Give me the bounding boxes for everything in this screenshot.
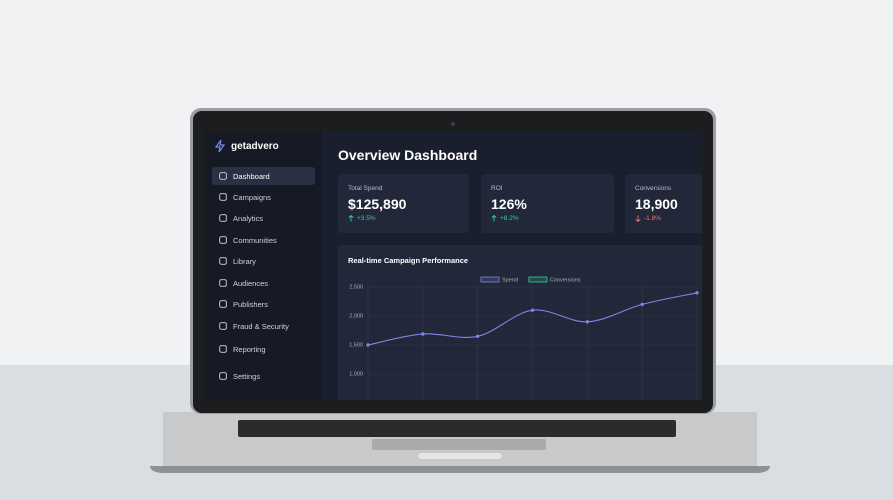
chart: Real-time Campaign Performance 1,000 1,50…: [348, 256, 699, 400]
y-tick-label: 1,000: [349, 371, 363, 377]
nav-item[interactable]: Settings: [212, 367, 315, 385]
data-point: [530, 308, 535, 312]
data-point: [421, 332, 425, 336]
card-change: +8.2%: [491, 215, 519, 222]
nav-item[interactable]: Reporting: [212, 340, 315, 358]
nav-label: Fraud & Security: [233, 321, 289, 331]
nav-label: Audiences: [233, 278, 269, 288]
y-tick-label: 1,500: [349, 342, 363, 348]
nav-label: Analytics: [233, 213, 264, 223]
card-change: +3.5%: [348, 215, 376, 222]
change-text: +8.2%: [500, 215, 519, 222]
nav-item[interactable]: Campaigns: [212, 188, 315, 206]
nav-icon: [219, 279, 227, 287]
nav-label: Library: [233, 256, 256, 266]
legend-swatch: [528, 276, 548, 283]
nav-icon: [219, 345, 227, 353]
brand: getadvero: [231, 141, 279, 152]
nav-item[interactable]: Fraud & Security: [212, 317, 315, 335]
nav-icon: [219, 322, 227, 330]
data-point: [640, 302, 644, 307]
y-tick-label: 2,000: [349, 313, 363, 319]
stat-card: Conversions 18,900 -1.8%: [625, 174, 702, 233]
nav-icon: [219, 300, 227, 308]
stat-card: ROI 126% +8.2%: [481, 174, 614, 233]
nav-item[interactable]: Publishers: [212, 295, 315, 313]
trend-arrow: [635, 215, 641, 222]
card-label: ROI: [491, 185, 503, 192]
sidebar: getadvero Dashboard Campaigns Analytics Com…: [205, 131, 322, 400]
legend-label: Spend: [502, 277, 518, 283]
trend-arrow: [491, 215, 497, 222]
data-point: [695, 291, 699, 295]
data-point: [475, 334, 480, 338]
card-change: -1.8%: [635, 215, 661, 222]
chart-title: Real-time Campaign Performance: [348, 256, 468, 265]
legend-swatch: [480, 276, 500, 283]
legend-label: Conversions: [550, 277, 581, 283]
nav-item[interactable]: Audiences: [212, 274, 315, 292]
nav-item[interactable]: Library: [212, 252, 315, 270]
nav-item[interactable]: Communities: [212, 231, 315, 249]
card-value: 18,900: [635, 196, 678, 212]
nav-item[interactable]: Analytics: [212, 209, 315, 227]
card-label: Conversions: [635, 185, 672, 192]
nav-icon: [219, 193, 227, 201]
nav-item[interactable]: Dashboard: [212, 167, 315, 185]
card-value: 126%: [491, 196, 527, 212]
nav-label: Reporting: [233, 344, 266, 354]
nav-icon: [219, 372, 227, 380]
y-tick-label: 2,500: [349, 284, 363, 290]
page-title: Overview Dashboard: [338, 147, 478, 163]
nav-label: Settings: [233, 371, 261, 381]
data-point: [366, 343, 370, 347]
screen: getadvero Dashboard Campaigns Analytics Com…: [205, 131, 702, 400]
nav-icon: [219, 214, 227, 222]
trend-arrow: [348, 215, 354, 222]
chart-panel: Real-time Campaign Performance 1,000 1,50…: [338, 245, 702, 400]
data-point: [585, 320, 590, 324]
nav-label: Campaigns: [233, 192, 271, 202]
nav-label: Publishers: [233, 299, 269, 309]
nav-label: Dashboard: [233, 171, 270, 181]
logo-icon: [214, 139, 226, 153]
change-text: +3.5%: [357, 215, 376, 222]
nav-icon: [219, 257, 227, 265]
change-text: -1.8%: [644, 215, 661, 222]
nav-label: Communities: [233, 235, 277, 245]
stat-card: Total Spend $125,890 +3.5%: [338, 174, 469, 233]
card-value: $125,890: [348, 196, 407, 212]
nav-icon: [219, 172, 227, 180]
nav-icon: [219, 236, 227, 244]
card-label: Total Spend: [348, 185, 383, 192]
